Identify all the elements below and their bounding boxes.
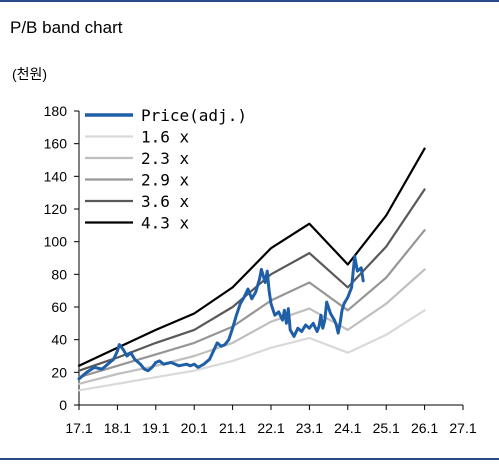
y-tick-label: 180 xyxy=(44,103,68,119)
x-tick-label: 26.1 xyxy=(411,420,438,436)
y-tick-label: 100 xyxy=(44,234,68,250)
legend-label-4-3-x: 4.3 x xyxy=(141,214,190,233)
series-line-3-6-x xyxy=(77,188,426,372)
y-tick-label: 140 xyxy=(44,168,68,184)
series-line-1-6-x xyxy=(77,309,426,392)
y-tick-label: 60 xyxy=(51,299,67,315)
x-tick-label: 19.1 xyxy=(142,420,169,436)
y-tick-label: 20 xyxy=(51,364,67,380)
legend-label-price-adj: Price(adj.) xyxy=(141,106,247,125)
x-tick-label: 21.1 xyxy=(219,420,246,436)
legend-label-2-3-x: 2.3 x xyxy=(141,149,190,168)
legend-label-2-9-x: 2.9 x xyxy=(141,171,190,190)
top-rule xyxy=(0,0,499,2)
bottom-rule xyxy=(0,458,499,460)
y-tick-label: 120 xyxy=(44,201,68,217)
y-tick-label: 0 xyxy=(59,397,67,413)
chart-title: P/B band chart xyxy=(10,18,123,37)
legend: Price(adj.) 1.6 x 2.3 x 2.9 x 3.6 x 4.3 x xyxy=(85,106,247,233)
y-tick-label: 40 xyxy=(51,332,67,348)
series-line-price-adj xyxy=(77,254,365,381)
legend-label-3-6-x: 3.6 x xyxy=(141,192,190,211)
axes: 0 20 40 60 80 100 120 140 160 180 17.1 18.1 19.1 20.1… xyxy=(44,103,477,436)
y-tick-label: 160 xyxy=(44,136,68,152)
series-line-2-3-x xyxy=(77,268,426,385)
x-tick-label: 18.1 xyxy=(104,420,131,436)
x-tick-label: 17.1 xyxy=(65,420,92,436)
series-layer xyxy=(77,147,426,392)
y-unit-label: (천원) xyxy=(12,66,48,82)
x-tick-label: 20.1 xyxy=(181,420,208,436)
y-tick-label: 80 xyxy=(51,266,67,282)
legend-label-1-6-x: 1.6 x xyxy=(141,128,190,147)
x-tick-label: 25.1 xyxy=(373,420,400,436)
x-tick-label: 27.1 xyxy=(449,420,476,436)
x-tick-label: 23.1 xyxy=(296,420,323,436)
x-tick-label: 22.1 xyxy=(257,420,284,436)
x-tick-label: 24.1 xyxy=(334,420,361,436)
series-line-4-3-x xyxy=(77,147,426,367)
